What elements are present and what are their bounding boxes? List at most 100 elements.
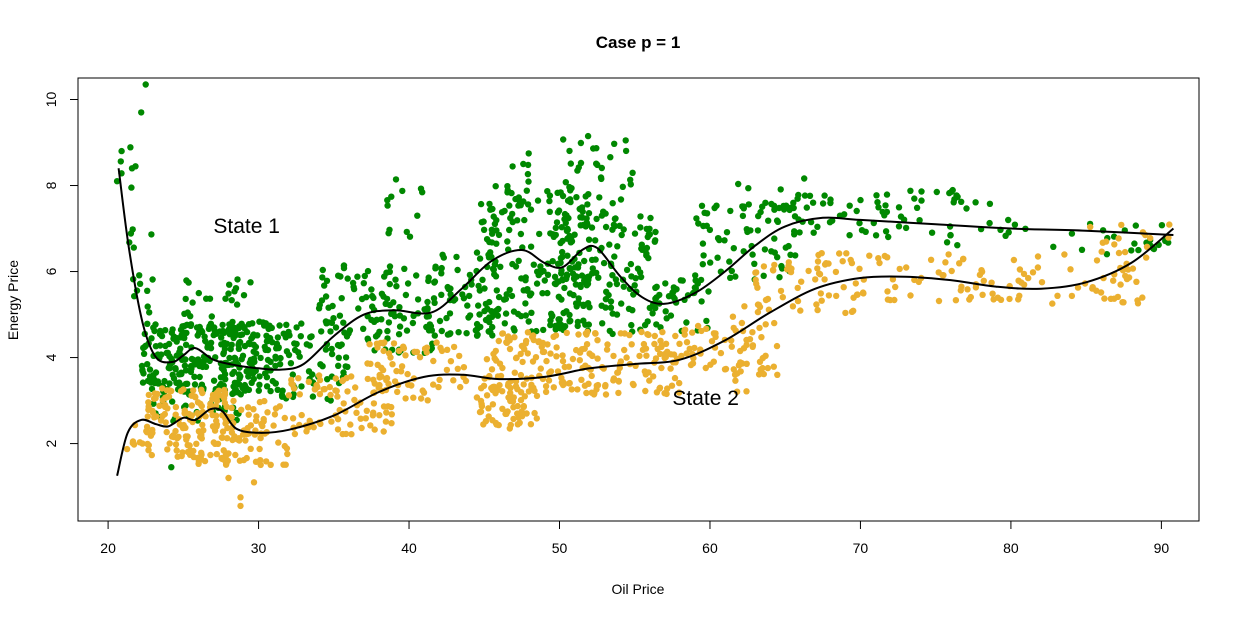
- data-point: [219, 321, 226, 329]
- data-point: [325, 319, 332, 326]
- data-point: [144, 287, 151, 294]
- data-point: [618, 231, 625, 239]
- data-point: [566, 290, 574, 297]
- data-point: [547, 321, 554, 329]
- data-point: [267, 358, 274, 365]
- data-point: [219, 434, 226, 441]
- data-point: [225, 474, 232, 482]
- data-point: [620, 283, 627, 290]
- data-point: [737, 368, 744, 375]
- data-point: [411, 348, 418, 355]
- data-point: [454, 266, 461, 274]
- data-point: [672, 332, 679, 340]
- data-point: [609, 310, 616, 317]
- data-point: [964, 286, 971, 293]
- data-point: [559, 357, 567, 365]
- data-point: [480, 218, 487, 225]
- data-point: [1111, 241, 1118, 248]
- data-point: [332, 387, 339, 394]
- data-point: [777, 287, 785, 295]
- data-point: [819, 200, 827, 207]
- data-point: [220, 349, 227, 356]
- data-point: [1061, 251, 1068, 258]
- data-point: [588, 224, 596, 231]
- data-point: [589, 265, 596, 272]
- data-point: [646, 377, 653, 384]
- data-point: [686, 345, 693, 352]
- data-point: [509, 163, 516, 170]
- data-point: [495, 231, 503, 239]
- data-point: [676, 340, 683, 347]
- data-point: [609, 226, 616, 233]
- data-point: [487, 249, 494, 256]
- data-point: [334, 426, 342, 433]
- data-point: [702, 364, 709, 372]
- data-point: [269, 339, 276, 346]
- data-point: [335, 354, 342, 361]
- data-point: [839, 258, 846, 265]
- data-point: [352, 384, 359, 391]
- data-point: [180, 334, 188, 341]
- data-point: [310, 424, 317, 431]
- data-point: [683, 319, 690, 326]
- data-point: [520, 381, 527, 388]
- data-point: [511, 369, 518, 376]
- data-point: [371, 426, 378, 433]
- data-point: [370, 400, 378, 407]
- data-point: [149, 426, 156, 434]
- data-point: [159, 385, 166, 392]
- data-point: [486, 200, 493, 208]
- data-point: [496, 382, 503, 389]
- data-point: [773, 342, 781, 350]
- data-point: [814, 306, 821, 314]
- data-point: [1099, 239, 1107, 246]
- data-point: [776, 274, 783, 281]
- data-point: [532, 354, 540, 361]
- data-point: [1078, 246, 1086, 253]
- data-point: [617, 196, 625, 203]
- data-point: [774, 254, 781, 261]
- data-point: [336, 312, 344, 319]
- data-point: [856, 265, 863, 272]
- data-point: [755, 301, 763, 309]
- annotation-state-1: State 1: [213, 215, 280, 238]
- data-point: [653, 389, 661, 396]
- data-point: [754, 308, 762, 316]
- data-point: [625, 305, 633, 312]
- data-point: [646, 231, 653, 238]
- data-point: [755, 371, 763, 378]
- data-point: [178, 452, 185, 460]
- data-point: [139, 440, 146, 447]
- data-point: [606, 241, 613, 248]
- data-point: [903, 264, 910, 271]
- data-point: [1015, 296, 1022, 303]
- data-point: [791, 213, 799, 220]
- data-point: [986, 200, 994, 207]
- data-point: [219, 327, 227, 335]
- data-point: [562, 179, 569, 186]
- data-point: [495, 293, 503, 301]
- data-point: [506, 425, 513, 432]
- data-point: [913, 204, 921, 211]
- data-point: [555, 278, 562, 285]
- data-point: [567, 317, 574, 324]
- data-point: [289, 415, 297, 422]
- data-point: [328, 350, 336, 358]
- data-point: [803, 204, 810, 211]
- data-point: [423, 349, 430, 356]
- data-point: [149, 276, 156, 283]
- data-point: [722, 365, 730, 373]
- data-point: [347, 421, 354, 428]
- data-point: [693, 215, 700, 222]
- data-point: [235, 345, 243, 352]
- data-point: [578, 346, 586, 353]
- data-point: [499, 330, 506, 337]
- data-point: [129, 226, 136, 233]
- data-point: [340, 319, 347, 326]
- data-point: [494, 312, 501, 319]
- data-point: [488, 308, 495, 315]
- data-point: [641, 321, 649, 329]
- data-point: [474, 331, 481, 338]
- data-point: [148, 231, 155, 238]
